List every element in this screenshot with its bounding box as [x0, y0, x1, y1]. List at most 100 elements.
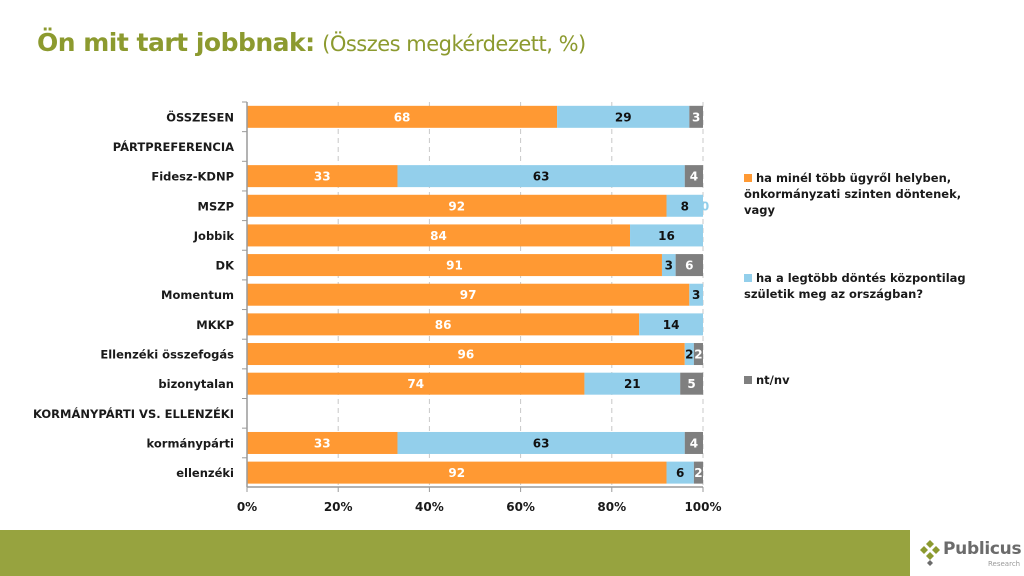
data-label: 68: [394, 110, 411, 124]
data-label: 33: [314, 436, 331, 450]
data-label: 16: [658, 229, 675, 243]
data-label: 91: [446, 259, 463, 273]
legend-label: ha minél több ügyről helyben, önkormányz…: [744, 171, 962, 217]
x-tick-label: 0%: [237, 500, 257, 514]
category-label: Momentum: [161, 288, 234, 302]
bar-segment: [661, 254, 676, 277]
bar-segment: [639, 313, 703, 336]
bar-segment: [247, 461, 667, 484]
data-label: 63: [533, 170, 550, 184]
bar-segment: [247, 224, 631, 247]
data-label: 92: [448, 466, 465, 480]
data-label: 14: [663, 318, 680, 332]
legend-label: ha a legtöbb döntés központilag születik…: [744, 271, 966, 301]
category-label: MSZP: [198, 199, 235, 213]
data-label: 97: [460, 288, 477, 302]
bar-segment: [247, 372, 585, 395]
category-label: MKKP: [196, 318, 234, 332]
data-label: 3: [692, 288, 700, 302]
bar-segment: [689, 105, 703, 128]
footer-band: [0, 530, 910, 576]
data-label: 2: [694, 466, 702, 480]
data-label: 29: [615, 110, 632, 124]
data-label: 8: [681, 199, 689, 213]
data-label: 6: [676, 466, 684, 480]
bar-segment: [247, 343, 685, 366]
data-label: 4: [690, 436, 698, 450]
category-label: kormánypárti: [147, 436, 234, 450]
bar-segment: [684, 343, 694, 366]
bar-segment: [247, 194, 667, 217]
legend-item: ha minél több ügyről helyben, önkormányz…: [744, 170, 974, 218]
bar-segment: [693, 343, 703, 366]
axes: [242, 101, 704, 492]
title-main: Ön mit tart jobbnak:: [37, 28, 315, 57]
category-label: PÁRTPREFERENCIA: [113, 139, 234, 154]
category-label: Jobbik: [193, 229, 235, 243]
data-label: 84: [430, 229, 447, 243]
title-sub: (Összes megkérdezett, %): [322, 32, 586, 56]
bar-segment: [630, 224, 703, 247]
data-label: 2: [685, 348, 693, 362]
x-tick-label: 100%: [684, 500, 721, 514]
legend-label: nt/nv: [756, 373, 790, 387]
data-label: 4: [690, 170, 698, 184]
bar-segment: [247, 105, 558, 128]
bar-segment: [684, 431, 703, 454]
data-label: 96: [458, 348, 475, 362]
publicus-logo: Publicus Research: [918, 538, 1024, 572]
legend-swatch: [744, 274, 752, 282]
data-label: 63: [533, 436, 550, 450]
bar-segment: [666, 461, 694, 484]
bar-segment: [557, 105, 690, 128]
category-labels: ÖSSZESEN PÁRTPREFERENCIA Fidesz-KDNP MSZP Jo…: [33, 109, 235, 480]
category-label: ellenzéki: [176, 466, 234, 480]
bar-segment: [693, 461, 703, 484]
bar-segment: [680, 372, 703, 395]
diamond-logo-icon: [920, 540, 940, 566]
legend-swatch: [744, 174, 752, 182]
legend-item: ha a legtöbb döntés központilag születik…: [744, 270, 974, 302]
category-label: Ellenzéki összefogás: [100, 348, 234, 362]
brand-name: Publicus: [943, 539, 1022, 559]
category-label: ÖSSZESEN: [166, 109, 234, 124]
bar-segment: [689, 283, 703, 306]
data-label: 3: [692, 110, 700, 124]
bar-segment: [675, 254, 703, 277]
bar-segment: [397, 431, 685, 454]
data-label: 0: [701, 199, 709, 213]
data-label: 33: [314, 170, 331, 184]
bar-segment: [684, 165, 703, 188]
category-label: KORMÁNYPÁRTI VS. ELLENZÉKI: [33, 406, 234, 421]
brand-subtitle: Research: [988, 560, 1021, 568]
data-label: 92: [448, 199, 465, 213]
data-label: 6: [685, 259, 693, 273]
category-label: DK: [216, 259, 236, 273]
data-label: 2: [694, 348, 702, 362]
bar-segment: [584, 372, 681, 395]
bar-segment: [247, 165, 398, 188]
data-label: 21: [624, 377, 641, 391]
bar-segment: [247, 283, 690, 306]
data-label: 74: [407, 377, 424, 391]
x-tick-labels: 0% 20% 40% 60% 80% 100%: [237, 500, 722, 514]
x-tick-label: 80%: [597, 500, 626, 514]
data-label: 5: [687, 377, 695, 391]
category-label: bizonytalan: [158, 377, 234, 391]
data-label: 86: [435, 318, 452, 332]
data-label: 3: [665, 259, 673, 273]
bar-segment: [247, 313, 640, 336]
bar-segment: [247, 431, 398, 454]
bar-segment: [397, 165, 685, 188]
x-tick-label: 40%: [415, 500, 444, 514]
x-tick-label: 20%: [324, 500, 353, 514]
category-label: Fidesz-KDNP: [151, 170, 234, 184]
chart-title: Ön mit tart jobbnak: (Összes megkérdezet…: [37, 28, 586, 57]
legend-swatch: [744, 376, 752, 384]
bar-segment: [666, 194, 703, 217]
bar-segment: [247, 254, 662, 277]
x-tick-label: 60%: [506, 500, 535, 514]
legend-item: nt/nv: [744, 372, 974, 388]
